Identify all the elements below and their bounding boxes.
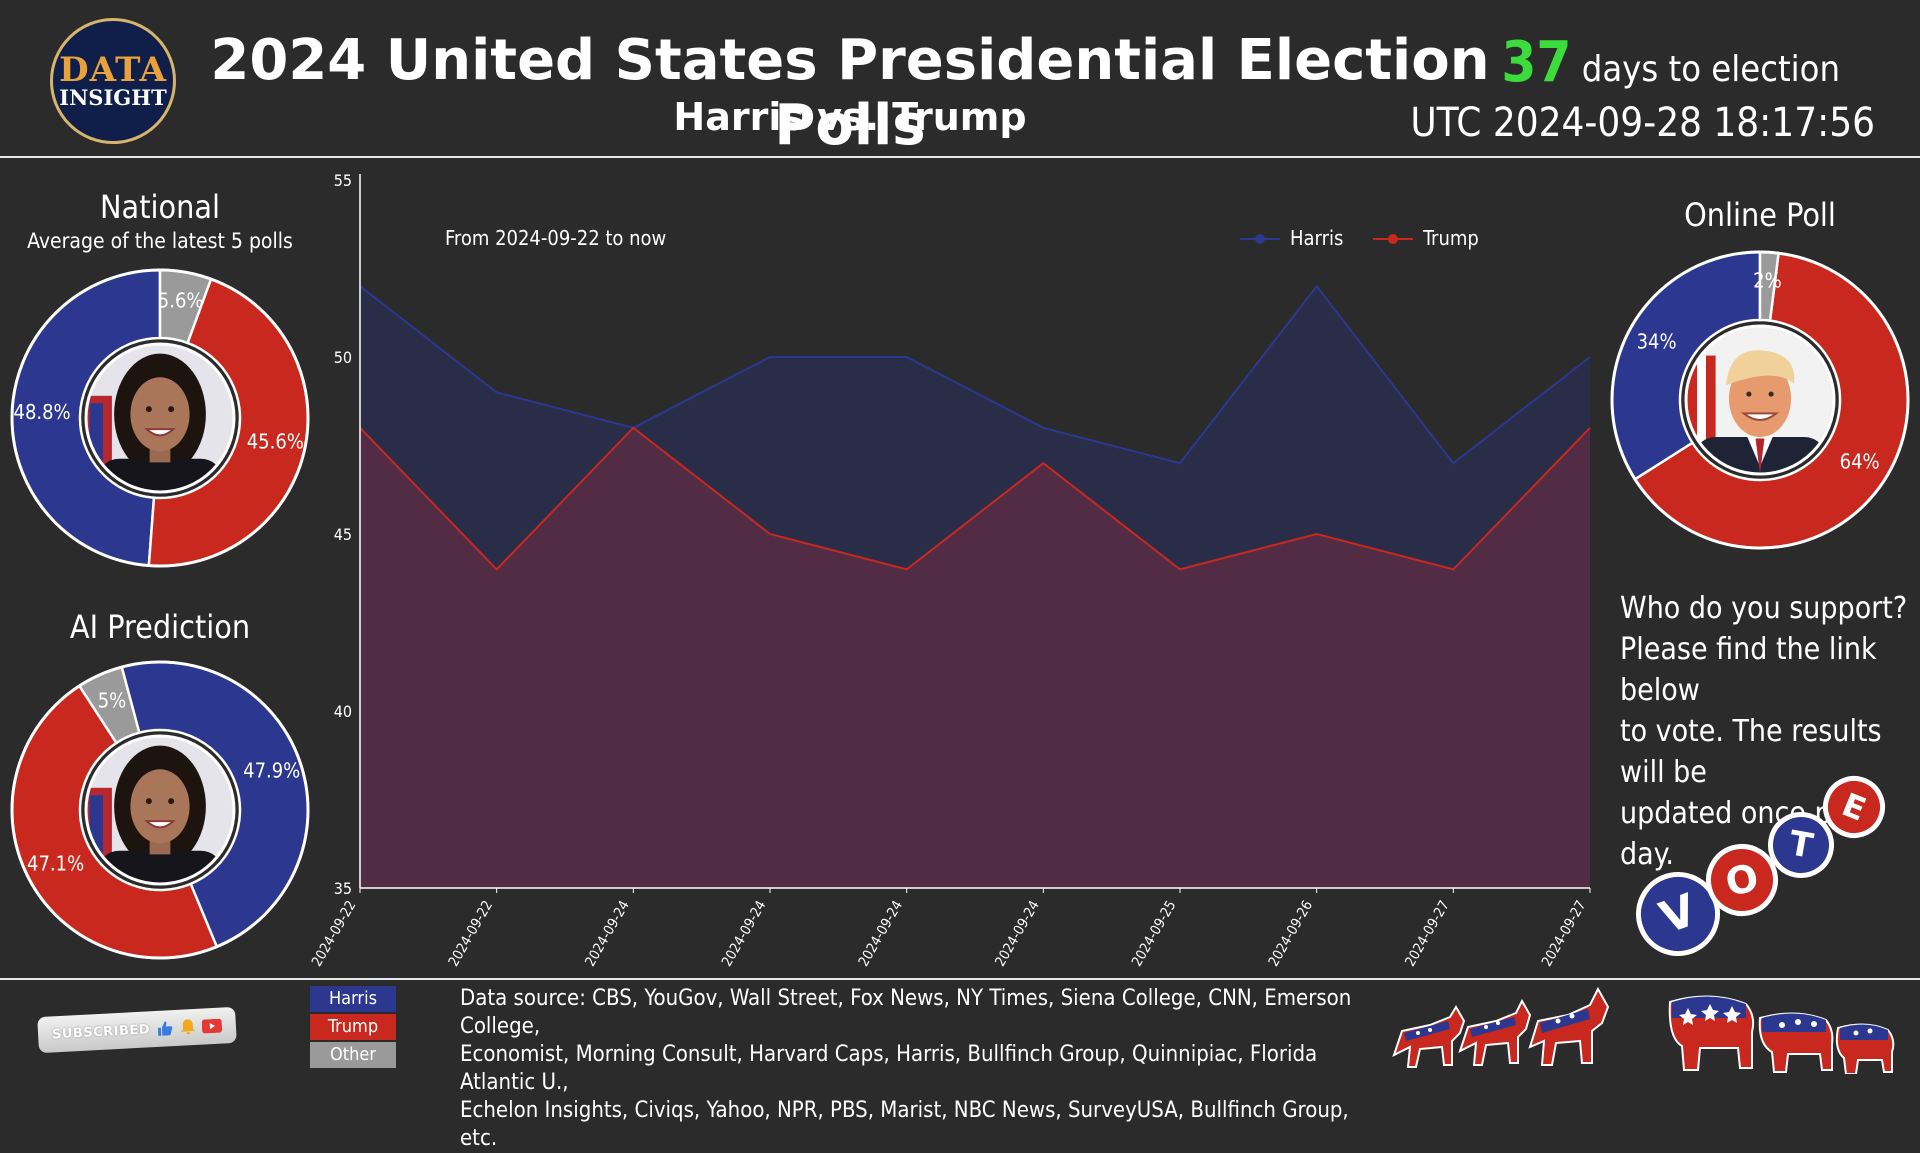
- portrait-ring: [1684, 324, 1836, 476]
- donut-label-harris: 34%: [1637, 330, 1677, 354]
- youtube-icon: [201, 1018, 223, 1034]
- x-tick-label: 2024-09-27: [1539, 898, 1589, 969]
- portrait-ring: [84, 734, 236, 886]
- source-line: Echelon Insights, Civiqs, Yahoo, NPR, PB…: [460, 1098, 1349, 1151]
- x-tick-label: 2024-09-24: [992, 898, 1042, 969]
- bell-icon: [181, 1019, 196, 1035]
- donut-label-trump: 64%: [1840, 450, 1880, 474]
- data-source: Data source: CBS, YouGov, Wall Street, F…: [460, 985, 1360, 1153]
- source-line: Data source: CBS, YouGov, Wall Street, F…: [460, 986, 1352, 1039]
- logo-line2: INSIGHT: [59, 85, 167, 110]
- chart-annotation: From 2024-09-22 to now: [445, 226, 666, 250]
- online-poll-title: Online Poll: [1684, 196, 1836, 234]
- y-tick-label: 50: [334, 348, 352, 367]
- subscribe-label: SUBSCRIBED: [51, 1021, 151, 1042]
- line-harris: [359, 284, 1591, 465]
- donut-label-other: 2%: [1753, 269, 1782, 293]
- page-title: 2024 United States Presidential Election…: [210, 28, 1490, 158]
- footer-divider: [0, 978, 1920, 980]
- logo-line1: DATA: [59, 50, 167, 90]
- x-tick-label: 2024-09-27: [1402, 898, 1452, 969]
- support-line: Who do you support?: [1620, 591, 1908, 626]
- national-donut-chart: 48.8% 45.6% 5.6%: [10, 268, 310, 568]
- days-label: days to election: [1581, 49, 1840, 90]
- portrait-ring: [84, 342, 236, 494]
- legend-marker: [1255, 234, 1265, 244]
- donut-outline: [1610, 250, 1910, 550]
- support-line: to vote. The results will be: [1620, 714, 1882, 790]
- x-tick-label: 2024-09-26: [1266, 898, 1316, 969]
- thumbs-up-icon: [157, 1021, 173, 1036]
- support-line: Please find the link below: [1620, 632, 1877, 708]
- y-tick-label: 35: [334, 879, 352, 898]
- ai-prediction-donut-chart: 47.9% 47.1% 5%: [10, 660, 310, 960]
- x-tick-label: 2024-09-22: [446, 898, 496, 969]
- national-subtitle: Average of the latest 5 polls: [27, 229, 293, 253]
- utc-clock: UTC 2024-09-28 18:17:56: [1410, 100, 1875, 146]
- republican-elephant-icon: [1668, 995, 1895, 1074]
- y-tick-label: 45: [334, 525, 352, 544]
- support-message: Who do you support? Please find the link…: [1620, 588, 1920, 875]
- subscribe-button[interactable]: SUBSCRIBED: [37, 1006, 237, 1054]
- ai-prediction-title: AI Prediction: [69, 608, 251, 646]
- page-subtitle: Harris vs. Trump: [673, 95, 1027, 139]
- democratic-donkey-icon: [1392, 986, 1610, 1068]
- legend-label: Harris: [1290, 226, 1343, 250]
- donut-label-trump: 47.1%: [27, 851, 84, 875]
- donut-outline: [10, 268, 310, 568]
- header-divider: [0, 156, 1920, 158]
- x-tick-label: 2024-09-24: [582, 898, 632, 969]
- donut-label-other: 5.6%: [158, 288, 204, 312]
- legend-harris: Harris: [310, 986, 396, 1012]
- donut-outline: [10, 660, 310, 960]
- y-tick-label: 55: [334, 171, 352, 190]
- legend-trump: Trump: [310, 1014, 396, 1040]
- days-number: 37: [1501, 30, 1572, 95]
- x-tick-label: 2024-09-22: [310, 898, 359, 969]
- online-poll-donut-chart: 34% 64% 2%: [1610, 250, 1910, 550]
- source-line: Economist, Morning Consult, Harvard Caps…: [460, 1042, 1318, 1095]
- area-trump: [360, 427, 1590, 888]
- data-insight-logo: DATA INSIGHT: [50, 18, 176, 144]
- donut-label-harris: 48.8%: [14, 400, 71, 424]
- x-tick-label: 2024-09-24: [856, 898, 906, 969]
- x-tick-label: 2024-09-25: [1129, 898, 1179, 969]
- line-trump: [359, 426, 1591, 571]
- national-title: National: [100, 188, 220, 226]
- legend-label: Trump: [1422, 226, 1479, 250]
- donut-label-other: 5%: [98, 689, 127, 713]
- legend-marker: [1388, 234, 1398, 244]
- y-tick-label: 40: [334, 702, 352, 721]
- poll-trend-area-chart: 35 40 45 50 55 2024-09-22 2024-09-22 2024-09-24…: [310, 171, 1591, 969]
- days-to-election: 37 days to election: [1501, 30, 1840, 95]
- donut-label-harris: 47.9%: [243, 759, 300, 783]
- legend-other: Other: [310, 1042, 396, 1068]
- donut-label-trump: 45.6%: [247, 430, 304, 454]
- x-tick-label: 2024-09-24: [719, 898, 769, 969]
